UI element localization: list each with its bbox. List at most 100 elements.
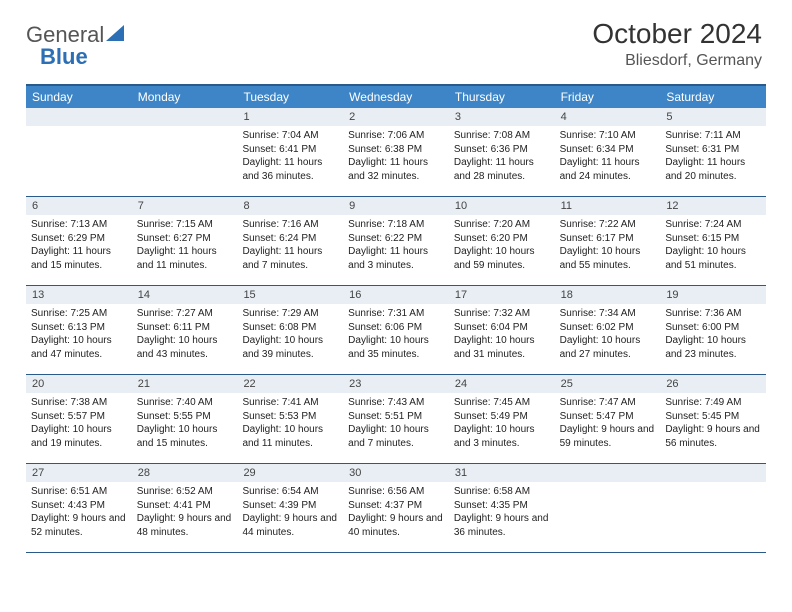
day-number: 4 (555, 108, 661, 126)
sunset-text: Sunset: 6:00 PM (665, 321, 761, 335)
day-cell: 28Sunrise: 6:52 AMSunset: 4:41 PMDayligh… (132, 464, 238, 552)
day-number: 15 (237, 286, 343, 304)
day-body: Sunrise: 7:29 AMSunset: 6:08 PMDaylight:… (237, 304, 343, 364)
calendar: SundayMondayTuesdayWednesdayThursdayFrid… (26, 84, 766, 553)
day-cell: . (26, 108, 132, 196)
sunrise-text: Sunrise: 7:43 AM (348, 396, 444, 410)
day-cell: 21Sunrise: 7:40 AMSunset: 5:55 PMDayligh… (132, 375, 238, 463)
day-number: 24 (449, 375, 555, 393)
day-cell: 10Sunrise: 7:20 AMSunset: 6:20 PMDayligh… (449, 197, 555, 285)
sunset-text: Sunset: 5:49 PM (454, 410, 550, 424)
sunrise-text: Sunrise: 7:45 AM (454, 396, 550, 410)
day-number: 6 (26, 197, 132, 215)
day-cell: 3Sunrise: 7:08 AMSunset: 6:36 PMDaylight… (449, 108, 555, 196)
sunset-text: Sunset: 5:45 PM (665, 410, 761, 424)
day-number: 8 (237, 197, 343, 215)
day-number: 13 (26, 286, 132, 304)
dayname-monday: Monday (132, 86, 238, 108)
sunrise-text: Sunrise: 6:56 AM (348, 485, 444, 499)
sunrise-text: Sunrise: 6:51 AM (31, 485, 127, 499)
daylight-text: Daylight: 9 hours and 52 minutes. (31, 512, 127, 539)
day-body: Sunrise: 7:10 AMSunset: 6:34 PMDaylight:… (555, 126, 661, 186)
header-right: October 2024 Bliesdorf, Germany (592, 18, 762, 70)
week-row: 27Sunrise: 6:51 AMSunset: 4:43 PMDayligh… (26, 464, 766, 553)
brand-triangle-icon (106, 25, 124, 46)
day-number: 19 (660, 286, 766, 304)
day-body: Sunrise: 6:52 AMSunset: 4:41 PMDaylight:… (132, 482, 238, 542)
sunrise-text: Sunrise: 7:29 AM (242, 307, 338, 321)
day-number: 12 (660, 197, 766, 215)
day-cell: . (660, 464, 766, 552)
day-body: Sunrise: 7:31 AMSunset: 6:06 PMDaylight:… (343, 304, 449, 364)
day-number: 17 (449, 286, 555, 304)
day-cell: . (555, 464, 661, 552)
day-body: Sunrise: 6:51 AMSunset: 4:43 PMDaylight:… (26, 482, 132, 542)
day-cell: 15Sunrise: 7:29 AMSunset: 6:08 PMDayligh… (237, 286, 343, 374)
sunset-text: Sunset: 6:20 PM (454, 232, 550, 246)
sunrise-text: Sunrise: 7:25 AM (31, 307, 127, 321)
day-cell: 5Sunrise: 7:11 AMSunset: 6:31 PMDaylight… (660, 108, 766, 196)
day-body: Sunrise: 7:34 AMSunset: 6:02 PMDaylight:… (555, 304, 661, 364)
daylight-text: Daylight: 11 hours and 7 minutes. (242, 245, 338, 272)
daylight-text: Daylight: 10 hours and 19 minutes. (31, 423, 127, 450)
day-cell: 18Sunrise: 7:34 AMSunset: 6:02 PMDayligh… (555, 286, 661, 374)
day-cell: 2Sunrise: 7:06 AMSunset: 6:38 PMDaylight… (343, 108, 449, 196)
daylight-text: Daylight: 9 hours and 48 minutes. (137, 512, 233, 539)
daylight-text: Daylight: 10 hours and 11 minutes. (242, 423, 338, 450)
day-number: 31 (449, 464, 555, 482)
sunrise-text: Sunrise: 7:31 AM (348, 307, 444, 321)
day-number: . (132, 108, 238, 126)
day-number: 21 (132, 375, 238, 393)
day-cell: 16Sunrise: 7:31 AMSunset: 6:06 PMDayligh… (343, 286, 449, 374)
brand-text-2: Blue (40, 44, 88, 69)
day-body: Sunrise: 7:49 AMSunset: 5:45 PMDaylight:… (660, 393, 766, 453)
day-number: 22 (237, 375, 343, 393)
day-number: . (26, 108, 132, 126)
month-title: October 2024 (592, 18, 762, 50)
day-cell: 7Sunrise: 7:15 AMSunset: 6:27 PMDaylight… (132, 197, 238, 285)
day-cell: 22Sunrise: 7:41 AMSunset: 5:53 PMDayligh… (237, 375, 343, 463)
sunset-text: Sunset: 6:41 PM (242, 143, 338, 157)
day-cell: 30Sunrise: 6:56 AMSunset: 4:37 PMDayligh… (343, 464, 449, 552)
location-label: Bliesdorf, Germany (592, 52, 762, 70)
day-cell: 11Sunrise: 7:22 AMSunset: 6:17 PMDayligh… (555, 197, 661, 285)
day-number: 20 (26, 375, 132, 393)
sunrise-text: Sunrise: 7:34 AM (560, 307, 656, 321)
dayname-tuesday: Tuesday (237, 86, 343, 108)
day-body: Sunrise: 7:11 AMSunset: 6:31 PMDaylight:… (660, 126, 766, 186)
sunset-text: Sunset: 6:29 PM (31, 232, 127, 246)
day-body: Sunrise: 7:20 AMSunset: 6:20 PMDaylight:… (449, 215, 555, 275)
day-number: 27 (26, 464, 132, 482)
day-body: Sunrise: 7:36 AMSunset: 6:00 PMDaylight:… (660, 304, 766, 364)
sunset-text: Sunset: 5:57 PM (31, 410, 127, 424)
daylight-text: Daylight: 11 hours and 20 minutes. (665, 156, 761, 183)
daylight-text: Daylight: 11 hours and 36 minutes. (242, 156, 338, 183)
day-number: 25 (555, 375, 661, 393)
day-body: Sunrise: 7:43 AMSunset: 5:51 PMDaylight:… (343, 393, 449, 453)
day-body: Sunrise: 7:32 AMSunset: 6:04 PMDaylight:… (449, 304, 555, 364)
sunrise-text: Sunrise: 6:54 AM (242, 485, 338, 499)
daylight-text: Daylight: 10 hours and 59 minutes. (454, 245, 550, 272)
day-number: 28 (132, 464, 238, 482)
daylight-text: Daylight: 10 hours and 31 minutes. (454, 334, 550, 361)
sunrise-text: Sunrise: 7:16 AM (242, 218, 338, 232)
sunrise-text: Sunrise: 7:40 AM (137, 396, 233, 410)
sunrise-text: Sunrise: 7:27 AM (137, 307, 233, 321)
day-body: Sunrise: 6:54 AMSunset: 4:39 PMDaylight:… (237, 482, 343, 542)
day-body: Sunrise: 7:25 AMSunset: 6:13 PMDaylight:… (26, 304, 132, 364)
sunrise-text: Sunrise: 7:04 AM (242, 129, 338, 143)
day-number: 7 (132, 197, 238, 215)
sunset-text: Sunset: 5:55 PM (137, 410, 233, 424)
sunrise-text: Sunrise: 7:20 AM (454, 218, 550, 232)
sunset-text: Sunset: 6:02 PM (560, 321, 656, 335)
sunset-text: Sunset: 5:47 PM (560, 410, 656, 424)
sunset-text: Sunset: 6:38 PM (348, 143, 444, 157)
day-body: Sunrise: 7:38 AMSunset: 5:57 PMDaylight:… (26, 393, 132, 453)
day-cell: 6Sunrise: 7:13 AMSunset: 6:29 PMDaylight… (26, 197, 132, 285)
sunset-text: Sunset: 6:31 PM (665, 143, 761, 157)
day-body: Sunrise: 6:56 AMSunset: 4:37 PMDaylight:… (343, 482, 449, 542)
sunrise-text: Sunrise: 7:15 AM (137, 218, 233, 232)
sunrise-text: Sunrise: 7:18 AM (348, 218, 444, 232)
day-number: 11 (555, 197, 661, 215)
sunrise-text: Sunrise: 7:06 AM (348, 129, 444, 143)
